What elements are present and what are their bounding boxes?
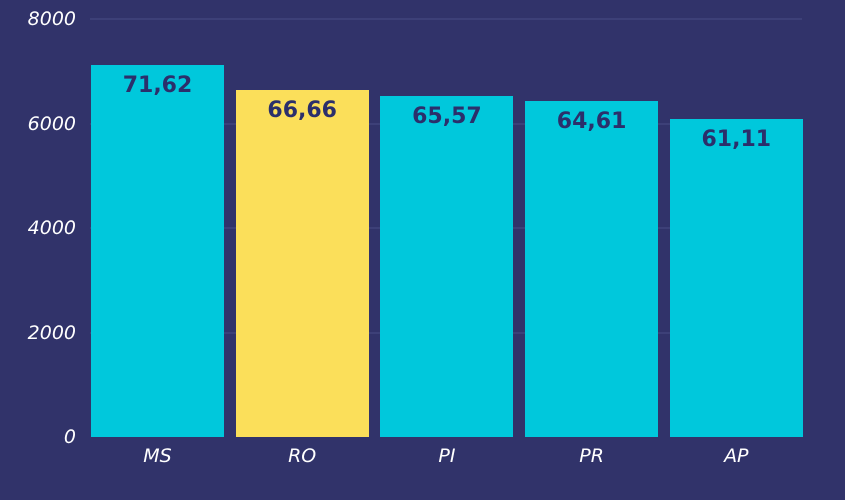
bar-pi: 65,57 <box>380 95 514 437</box>
bar-value-label: 65,57 <box>412 103 482 129</box>
y-tick-label: 4000 <box>27 217 76 239</box>
bar-ap: 61,11 <box>669 118 803 437</box>
y-tick-label: 0 <box>63 426 76 448</box>
gridline <box>90 18 802 20</box>
x-tick-label: PI <box>438 445 456 467</box>
bar-value-label: 64,61 <box>556 109 627 135</box>
y-tick-label: 2000 <box>27 321 76 344</box>
y-tick-label: 6000 <box>27 112 76 135</box>
y-tick-label: 8000 <box>27 8 76 30</box>
bar-ro: 66,66 <box>235 90 369 437</box>
bar-value-label: 66,66 <box>267 98 337 124</box>
bar-pr: 64,61 <box>525 101 659 437</box>
x-tick-label: PR <box>579 445 604 467</box>
x-tick-label: MS <box>143 445 172 467</box>
x-tick-label: RO <box>288 445 317 467</box>
bar-value-label: 71,62 <box>122 72 193 98</box>
bar-value-label: 61,11 <box>701 126 772 152</box>
bar-ms: 71,62 <box>91 64 224 437</box>
x-tick-label: AP <box>724 445 749 467</box>
